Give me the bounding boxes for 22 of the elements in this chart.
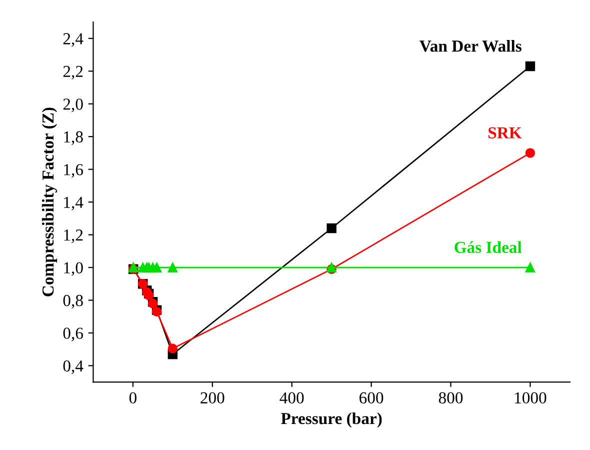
x-tick-label: 400	[280, 392, 304, 404]
series-label: Gás Ideal	[454, 241, 522, 254]
x-axis-title: Pressure (bar)	[281, 412, 382, 428]
y-tick-label: 2,4	[63, 33, 84, 47]
series-label: Van Der Walls	[420, 40, 522, 52]
y-axis-title: Compressibility Factor (Z)	[42, 108, 58, 296]
x-tick-label: 600	[360, 392, 384, 404]
y-tick-label: 0,6	[63, 328, 83, 342]
y-tick-label: 2,2	[63, 66, 83, 80]
x-tick-label: 800	[438, 392, 463, 404]
x-tick-label: 0	[129, 392, 136, 404]
y-tick-label: 0,4	[63, 360, 84, 374]
y-tick-label: 0,8	[63, 294, 83, 309]
y-tick-label: 2,0	[63, 98, 83, 112]
y-tick-label: 1,8	[64, 131, 83, 145]
y-tick-label: 1,2	[64, 230, 83, 244]
y-tick-label: 1,0	[64, 262, 83, 276]
x-tick-label: 1000	[515, 392, 546, 404]
y-tick-label: 1,4	[64, 196, 84, 210]
series-label: SRK	[488, 127, 522, 138]
y-tick-label: 1,6	[64, 164, 83, 178]
x-tick-label: 200	[200, 392, 224, 404]
